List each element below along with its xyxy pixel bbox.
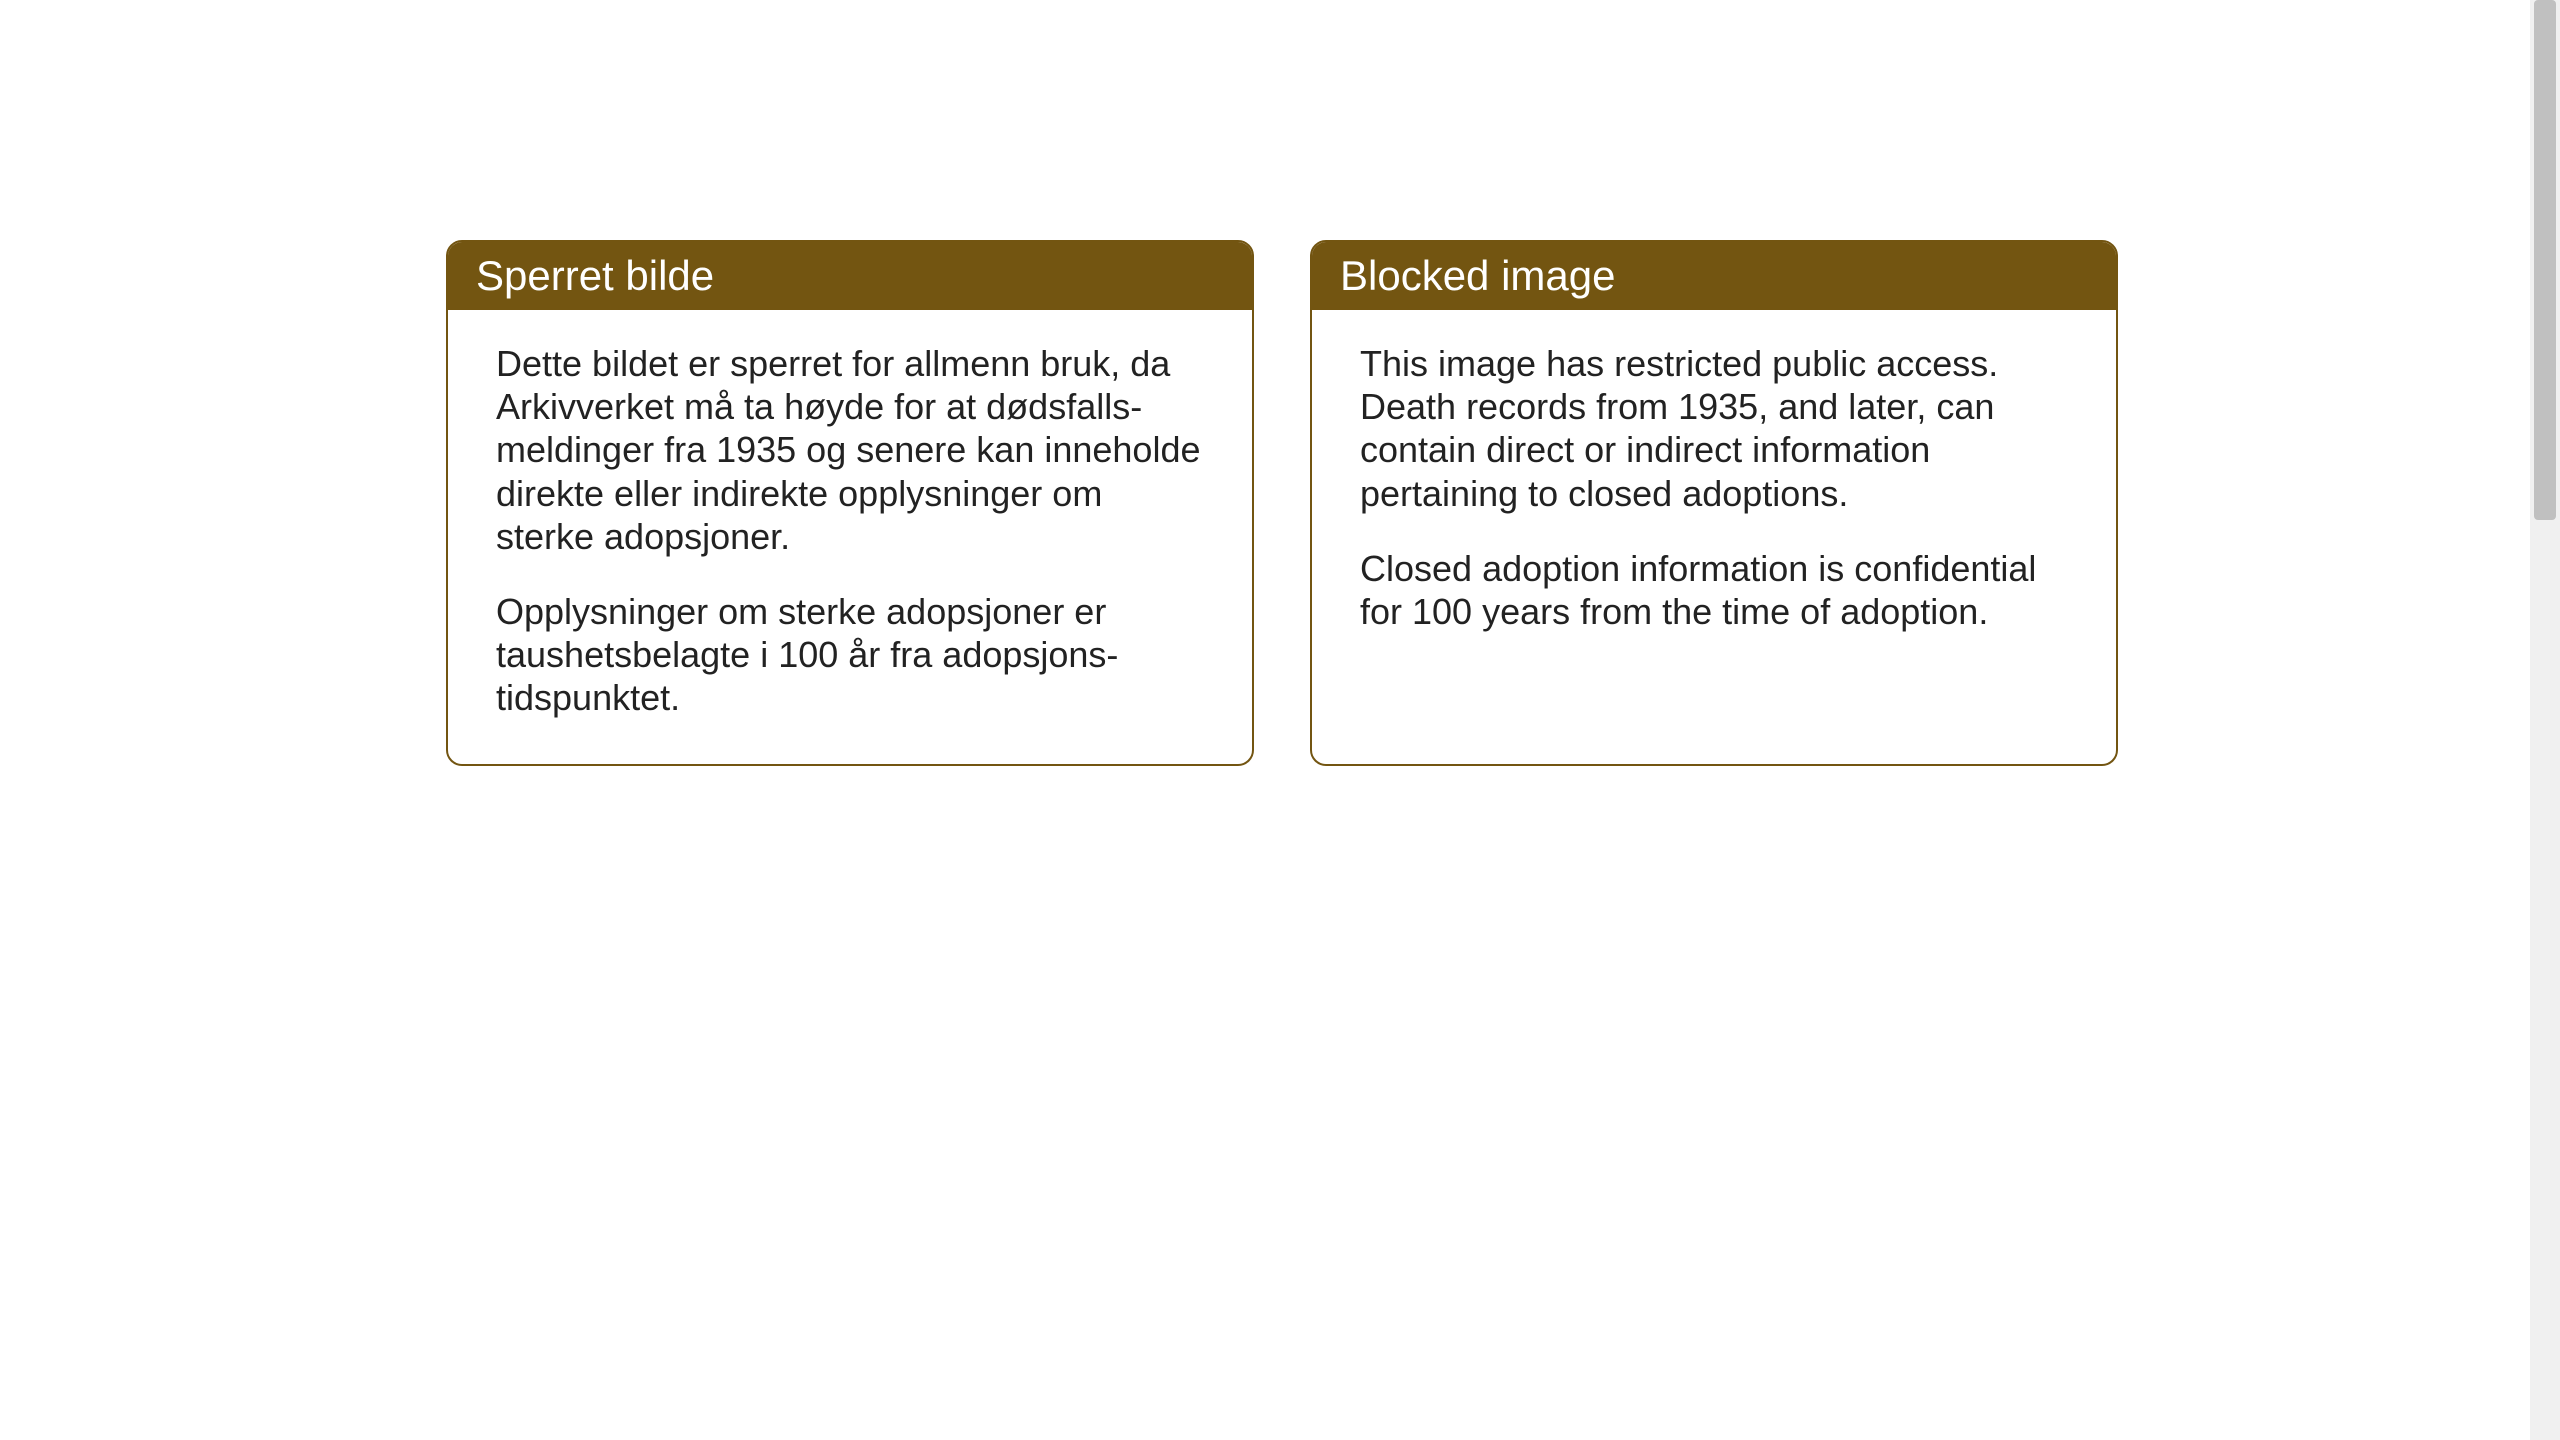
card-paragraph-2: Opplysninger om sterke adopsjoner er tau… bbox=[496, 590, 1204, 720]
scrollbar-track[interactable] bbox=[2530, 0, 2560, 1440]
card-paragraph-1: This image has restricted public access.… bbox=[1360, 342, 2068, 515]
card-header-norwegian: Sperret bilde bbox=[448, 242, 1252, 310]
notice-card-english: Blocked image This image has restricted … bbox=[1310, 240, 2118, 766]
scrollbar-thumb[interactable] bbox=[2534, 0, 2556, 520]
card-paragraph-2: Closed adoption information is confident… bbox=[1360, 547, 2068, 633]
cards-container: Sperret bilde Dette bildet er sperret fo… bbox=[0, 0, 2560, 766]
card-header-english: Blocked image bbox=[1312, 242, 2116, 310]
card-paragraph-1: Dette bildet er sperret for allmenn bruk… bbox=[496, 342, 1204, 558]
card-title: Sperret bilde bbox=[476, 252, 714, 299]
card-body-english: This image has restricted public access.… bbox=[1312, 310, 2116, 677]
notice-card-norwegian: Sperret bilde Dette bildet er sperret fo… bbox=[446, 240, 1254, 766]
card-title: Blocked image bbox=[1340, 252, 1615, 299]
card-body-norwegian: Dette bildet er sperret for allmenn bruk… bbox=[448, 310, 1252, 764]
